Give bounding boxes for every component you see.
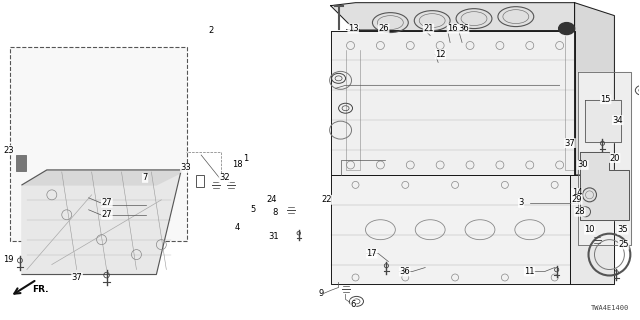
Text: 28: 28 <box>575 207 585 216</box>
Polygon shape <box>22 170 181 275</box>
Bar <box>10 47 187 241</box>
Text: 24: 24 <box>266 195 277 204</box>
Text: 2: 2 <box>209 26 214 35</box>
Text: 6: 6 <box>351 300 356 309</box>
Text: 37: 37 <box>564 139 575 148</box>
Text: 10: 10 <box>584 225 595 234</box>
Text: 15: 15 <box>600 95 611 104</box>
Polygon shape <box>331 3 575 31</box>
Text: 27: 27 <box>102 210 112 219</box>
Text: 12: 12 <box>435 50 445 59</box>
Text: 29: 29 <box>572 195 582 204</box>
Text: 1: 1 <box>243 154 248 163</box>
Bar <box>16 155 26 171</box>
Text: FR.: FR. <box>32 285 49 294</box>
Text: 35: 35 <box>618 225 628 234</box>
Text: 14: 14 <box>572 188 582 197</box>
Polygon shape <box>577 72 631 244</box>
Text: 18: 18 <box>232 160 243 170</box>
Text: 25: 25 <box>618 240 629 249</box>
Ellipse shape <box>559 23 575 35</box>
Text: 17: 17 <box>367 249 377 258</box>
Text: 26: 26 <box>378 24 389 33</box>
Bar <box>196 175 204 187</box>
Text: 31: 31 <box>268 232 279 241</box>
Text: TWA4E1400: TWA4E1400 <box>591 305 629 311</box>
Text: 5: 5 <box>251 205 256 214</box>
Text: 23: 23 <box>3 146 14 155</box>
Polygon shape <box>22 170 186 185</box>
Text: 13: 13 <box>348 24 358 33</box>
Text: 22: 22 <box>322 195 332 204</box>
Polygon shape <box>570 175 614 284</box>
Text: 8: 8 <box>273 208 278 217</box>
Polygon shape <box>331 175 570 284</box>
Text: 3: 3 <box>518 198 524 207</box>
Text: 37: 37 <box>72 273 83 282</box>
Text: 16: 16 <box>447 24 458 33</box>
Text: 7: 7 <box>143 173 148 182</box>
Text: 36: 36 <box>399 267 410 276</box>
Text: 34: 34 <box>612 116 623 125</box>
Text: 19: 19 <box>3 255 14 264</box>
Text: 21: 21 <box>423 24 434 33</box>
Text: 33: 33 <box>180 164 191 172</box>
Text: 30: 30 <box>577 160 588 170</box>
Text: 4: 4 <box>235 223 240 232</box>
Text: 20: 20 <box>609 154 620 163</box>
Polygon shape <box>580 152 629 220</box>
Text: 32: 32 <box>219 173 230 182</box>
Text: 9: 9 <box>318 289 324 298</box>
Text: 27: 27 <box>102 198 112 207</box>
Polygon shape <box>584 100 621 142</box>
Polygon shape <box>575 3 614 175</box>
Polygon shape <box>331 31 575 175</box>
Text: 36: 36 <box>458 24 469 33</box>
Text: 11: 11 <box>524 267 535 276</box>
